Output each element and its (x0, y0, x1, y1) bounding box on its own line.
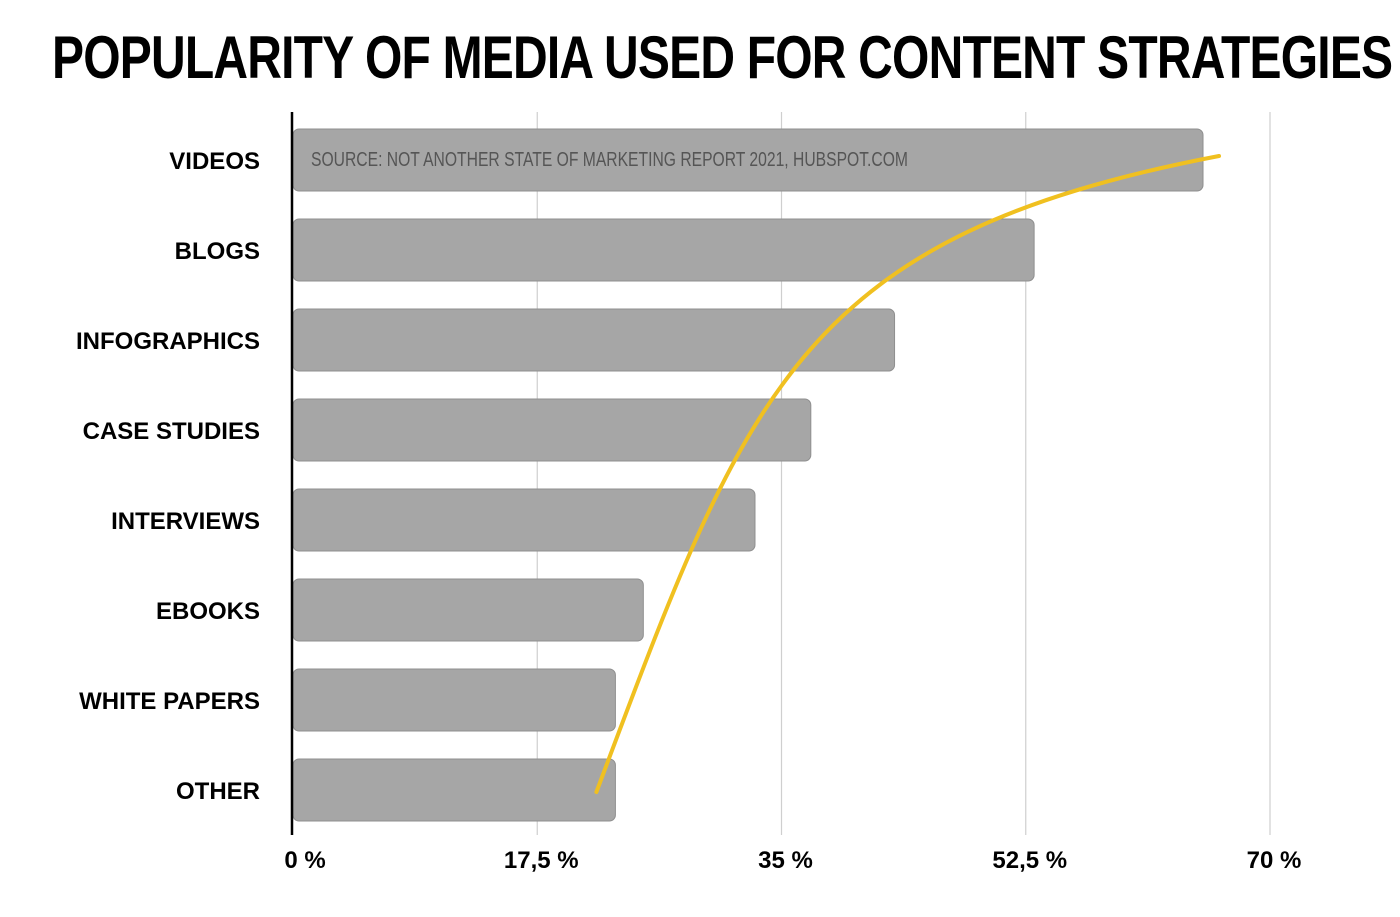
x-tick-label: 70 % (1247, 847, 1302, 874)
category-label: OTHER (176, 778, 260, 805)
bar-interviews (292, 488, 756, 552)
category-label: EBOOKS (156, 598, 260, 625)
x-tick-label: 17,5 % (504, 847, 579, 874)
bar-infographics (292, 308, 896, 372)
trend-line (594, 154, 1222, 794)
x-tick-label: 0 % (284, 847, 325, 874)
bar-other (292, 758, 616, 822)
bar-case-studies (292, 398, 812, 462)
x-tick-labels: 0 % 17,5 % 35 % 52,5 % 70 % (284, 847, 1301, 874)
bars (292, 128, 1204, 822)
bar-blogs (292, 218, 1035, 282)
bar-ebooks (292, 578, 644, 642)
x-tick-label: 35 % (758, 847, 813, 874)
category-labels: VIDEOS BLOGS INFOGRAPHICS CASE STUDIES INTER… (76, 148, 260, 805)
category-label: CASE STUDIES (83, 418, 260, 445)
category-label: INFOGRAPHICS (76, 328, 260, 355)
bar-white-papers (292, 668, 616, 732)
category-label: INTERVIEWS (111, 508, 260, 535)
category-label: VIDEOS (169, 148, 260, 175)
category-label: BLOGS (175, 238, 260, 265)
x-tick-label: 52,5 % (992, 847, 1067, 874)
trend-line-group (594, 154, 1222, 794)
source-note: SOURCE: NOT ANOTHER STATE OF MARKETING R… (311, 149, 908, 171)
category-label: WHITE PAPERS (79, 688, 260, 715)
